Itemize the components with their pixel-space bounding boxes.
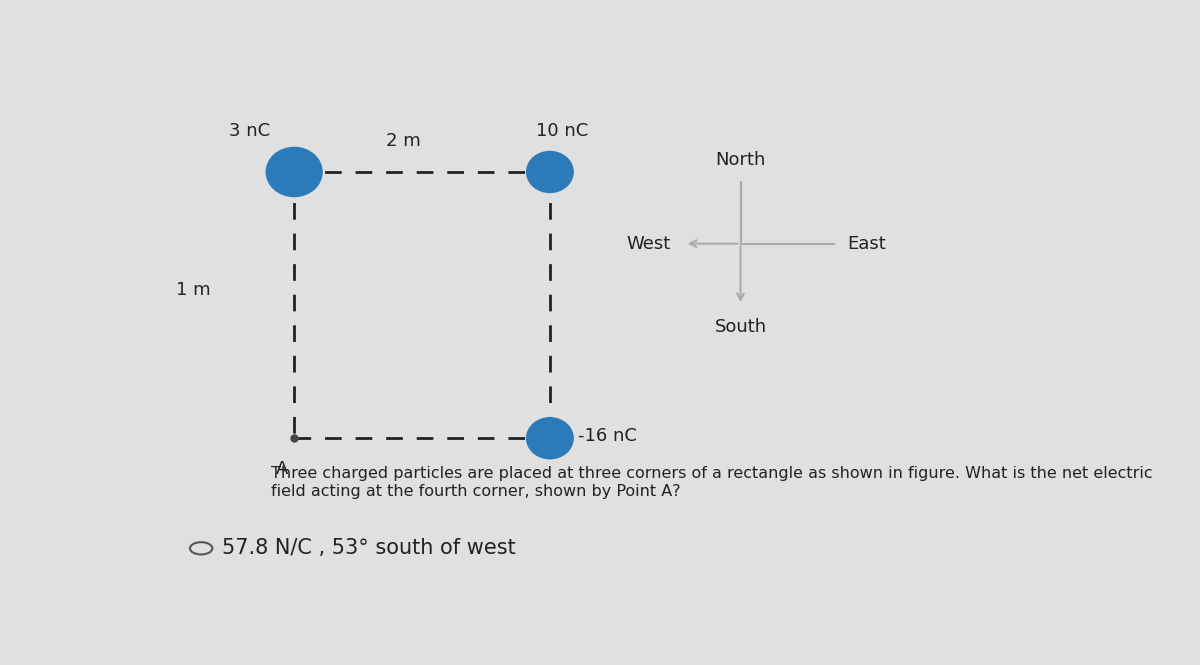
Text: A: A — [276, 460, 288, 478]
Point — [284, 433, 304, 444]
Text: 1 m: 1 m — [176, 281, 210, 299]
Text: West: West — [626, 235, 671, 253]
Text: Three charged particles are placed at three corners of a rectangle as shown in f: Three charged particles are placed at th… — [271, 466, 1152, 499]
Text: -16 nC: -16 nC — [578, 427, 637, 445]
Text: 2 m: 2 m — [386, 132, 421, 150]
Text: 10 nC: 10 nC — [536, 122, 588, 140]
Ellipse shape — [527, 418, 574, 459]
Text: 3 nC: 3 nC — [229, 122, 270, 140]
Text: South: South — [714, 318, 767, 336]
Ellipse shape — [266, 148, 322, 197]
Ellipse shape — [527, 152, 574, 192]
Text: East: East — [847, 235, 887, 253]
Text: 57.8 N/C , 53° south of west: 57.8 N/C , 53° south of west — [222, 539, 515, 559]
Text: North: North — [715, 152, 766, 170]
